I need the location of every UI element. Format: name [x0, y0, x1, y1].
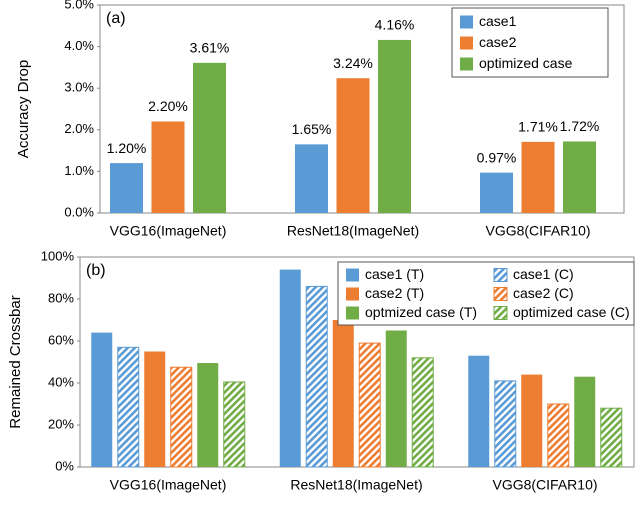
y-tick-label: 20%	[48, 416, 74, 431]
y-tick-label: 40%	[48, 374, 74, 389]
legend-label: case1 (T)	[365, 266, 424, 282]
y-axis-title: Remained Crossbar	[7, 295, 24, 428]
bar	[336, 78, 370, 213]
legend-label: case1	[479, 13, 517, 29]
legend-swatch	[346, 268, 359, 282]
legend-swatch	[460, 15, 473, 29]
legend-label: optimized case (C)	[513, 304, 630, 320]
bar	[547, 403, 570, 468]
legend-label: case1 (C)	[513, 266, 574, 282]
legend-label: optimized case	[479, 55, 573, 71]
bar	[295, 144, 328, 213]
legend-swatch	[493, 287, 508, 301]
x-tick-label: VGG8(CIFAR10)	[492, 477, 597, 493]
bar	[378, 39, 411, 213]
bar	[600, 407, 623, 468]
bar	[332, 320, 354, 467]
x-tick-label: VGG8(CIFAR10)	[485, 223, 590, 239]
bar	[151, 121, 185, 213]
bar	[197, 363, 219, 467]
legend-swatch	[346, 287, 359, 301]
annotation: (a)	[106, 10, 126, 27]
x-tick-label: ResNet18(ImageNet)	[290, 477, 422, 493]
legend-label: optmized case (T)	[365, 304, 477, 320]
bar	[574, 376, 596, 467]
y-tick-label: 80%	[48, 290, 74, 305]
bar	[223, 381, 246, 468]
x-tick-label: VGG16(ImageNet)	[110, 477, 227, 493]
bar	[117, 346, 140, 468]
y-tick-label: 100%	[41, 248, 75, 263]
legend-label: case2 (C)	[513, 285, 574, 301]
y-tick-label: 0%	[55, 458, 74, 473]
x-tick-label: VGG16(ImageNet)	[110, 223, 227, 239]
bar	[170, 366, 193, 468]
value-label: 3.24%	[333, 55, 373, 71]
value-label: 1.72%	[560, 118, 600, 134]
bar	[385, 330, 407, 467]
x-tick-label: ResNet18(ImageNet)	[287, 223, 419, 239]
bar	[305, 285, 328, 468]
bar	[91, 332, 113, 467]
legend-swatch	[493, 306, 508, 320]
bar	[358, 342, 381, 468]
value-label: 1.20%	[107, 140, 147, 156]
bar	[480, 172, 513, 213]
bar	[279, 269, 301, 467]
value-label: 1.65%	[292, 121, 332, 137]
y-tick-label: 0.0%	[64, 204, 94, 219]
bar	[193, 62, 226, 213]
value-label: 2.20%	[148, 98, 188, 114]
legend-label: case2	[479, 34, 517, 50]
legend-box	[337, 261, 635, 326]
bar	[468, 355, 490, 467]
value-label: 3.61%	[190, 40, 230, 56]
bar	[563, 141, 596, 213]
bar	[494, 380, 517, 468]
legend-swatch	[460, 57, 473, 71]
y-tick-label: 1.0%	[64, 163, 94, 178]
y-tick-label: 2.0%	[64, 121, 94, 136]
y-tick-label: 4.0%	[64, 38, 94, 53]
bar	[110, 163, 143, 213]
legend-box	[451, 7, 609, 78]
annotation: (b)	[86, 262, 106, 279]
y-tick-label: 3.0%	[64, 80, 94, 95]
y-axis-title: Accuracy Drop	[15, 60, 32, 158]
bar	[521, 141, 555, 213]
plot-frame	[79, 256, 635, 468]
bar	[411, 357, 434, 468]
value-label: 0.97%	[477, 149, 517, 165]
y-tick-label: 5.0%	[64, 0, 94, 11]
legend-swatch	[460, 36, 473, 50]
legend-swatch	[493, 268, 508, 282]
legend-swatch	[346, 306, 359, 320]
legend-label: case2 (T)	[365, 285, 424, 301]
value-label: 1.71%	[518, 119, 558, 135]
bar	[521, 374, 543, 467]
bar	[144, 351, 166, 467]
y-tick-label: 60%	[48, 332, 74, 347]
value-label: 4.16%	[375, 17, 415, 33]
